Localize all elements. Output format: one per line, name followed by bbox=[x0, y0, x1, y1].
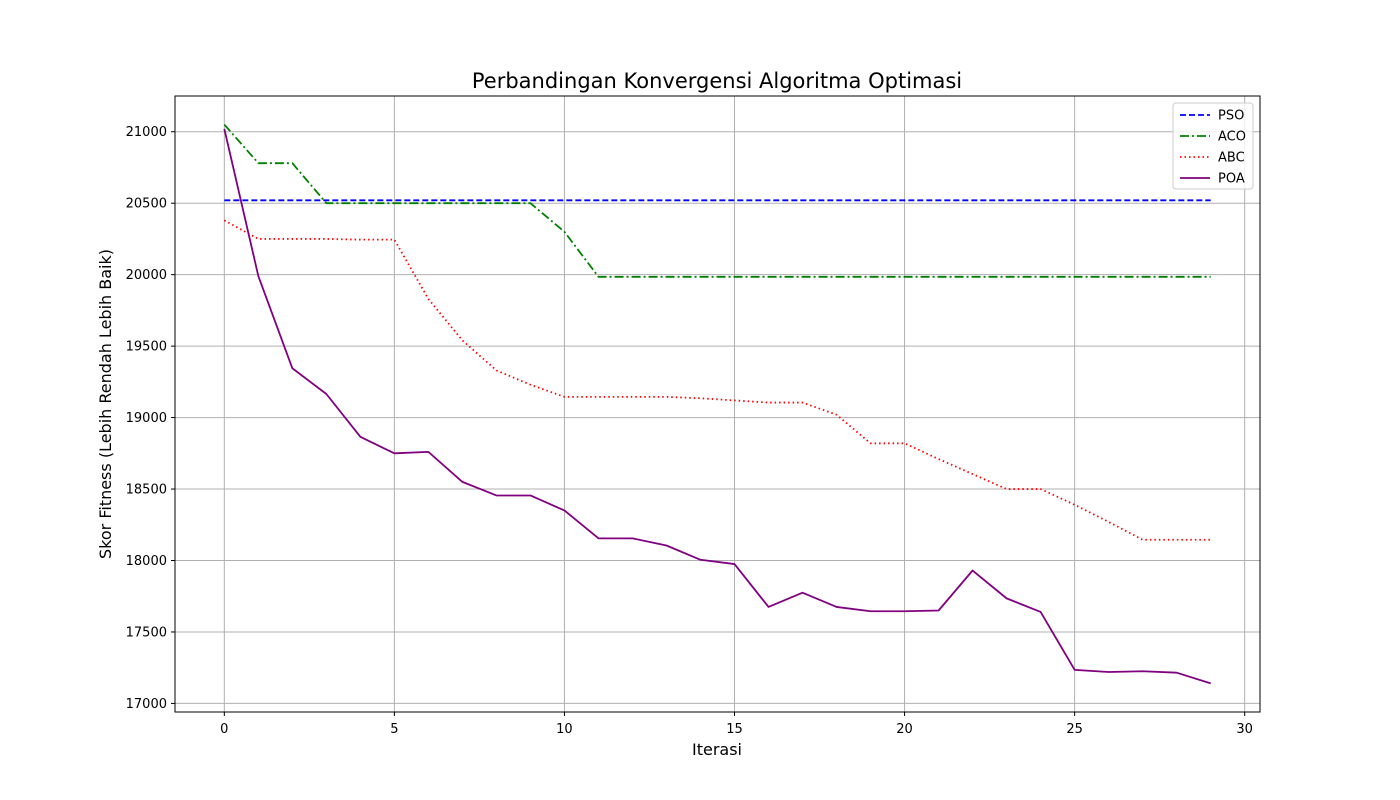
y-tick-label: 19000 bbox=[126, 411, 167, 426]
y-tick-label: 18500 bbox=[126, 483, 167, 498]
legend-box bbox=[1172, 102, 1254, 190]
x-tick-label: 30 bbox=[1236, 722, 1253, 737]
plot-frame bbox=[174, 95, 1261, 713]
x-tick-label: 25 bbox=[1066, 722, 1083, 737]
legend-label-abc: ABC bbox=[1218, 151, 1245, 166]
series-lines bbox=[223, 123, 1211, 685]
y-axis-title: Skor Fitness (Lebih Rendah Lebih Baik) bbox=[96, 249, 115, 559]
axis-ticks: 0 5 10 15 20 25 30 17000 17500 18000 18500 19000 195… bbox=[126, 125, 1253, 737]
legend-label-pso: PSO bbox=[1218, 109, 1244, 124]
legend: PSO ACO ABC POA bbox=[1172, 102, 1254, 190]
chart-title: Perbandingan Konvergensi Algoritma Optim… bbox=[472, 69, 962, 93]
x-axis-title: Iterasi bbox=[692, 740, 742, 759]
y-tick-label: 19500 bbox=[126, 340, 167, 355]
legend-label-aco: ACO bbox=[1218, 130, 1246, 145]
x-tick-label: 5 bbox=[390, 722, 398, 737]
series-line-poa bbox=[223, 128, 1211, 685]
x-tick-label: 15 bbox=[726, 722, 743, 737]
series-line-abc bbox=[223, 219, 1211, 541]
y-tick-label: 20500 bbox=[126, 197, 167, 212]
legend-label-poa: POA bbox=[1218, 172, 1245, 187]
grid-lines bbox=[175, 96, 1260, 712]
series-line-aco bbox=[223, 123, 1211, 278]
x-tick-label: 10 bbox=[556, 722, 573, 737]
y-tick-label: 20000 bbox=[126, 268, 167, 283]
x-tick-label: 20 bbox=[896, 722, 913, 737]
x-tick-label: 0 bbox=[220, 722, 228, 737]
y-tick-label: 17500 bbox=[126, 625, 167, 640]
y-tick-label: 17000 bbox=[126, 697, 167, 712]
y-tick-label: 18000 bbox=[126, 554, 167, 569]
y-tick-label: 21000 bbox=[126, 125, 167, 140]
